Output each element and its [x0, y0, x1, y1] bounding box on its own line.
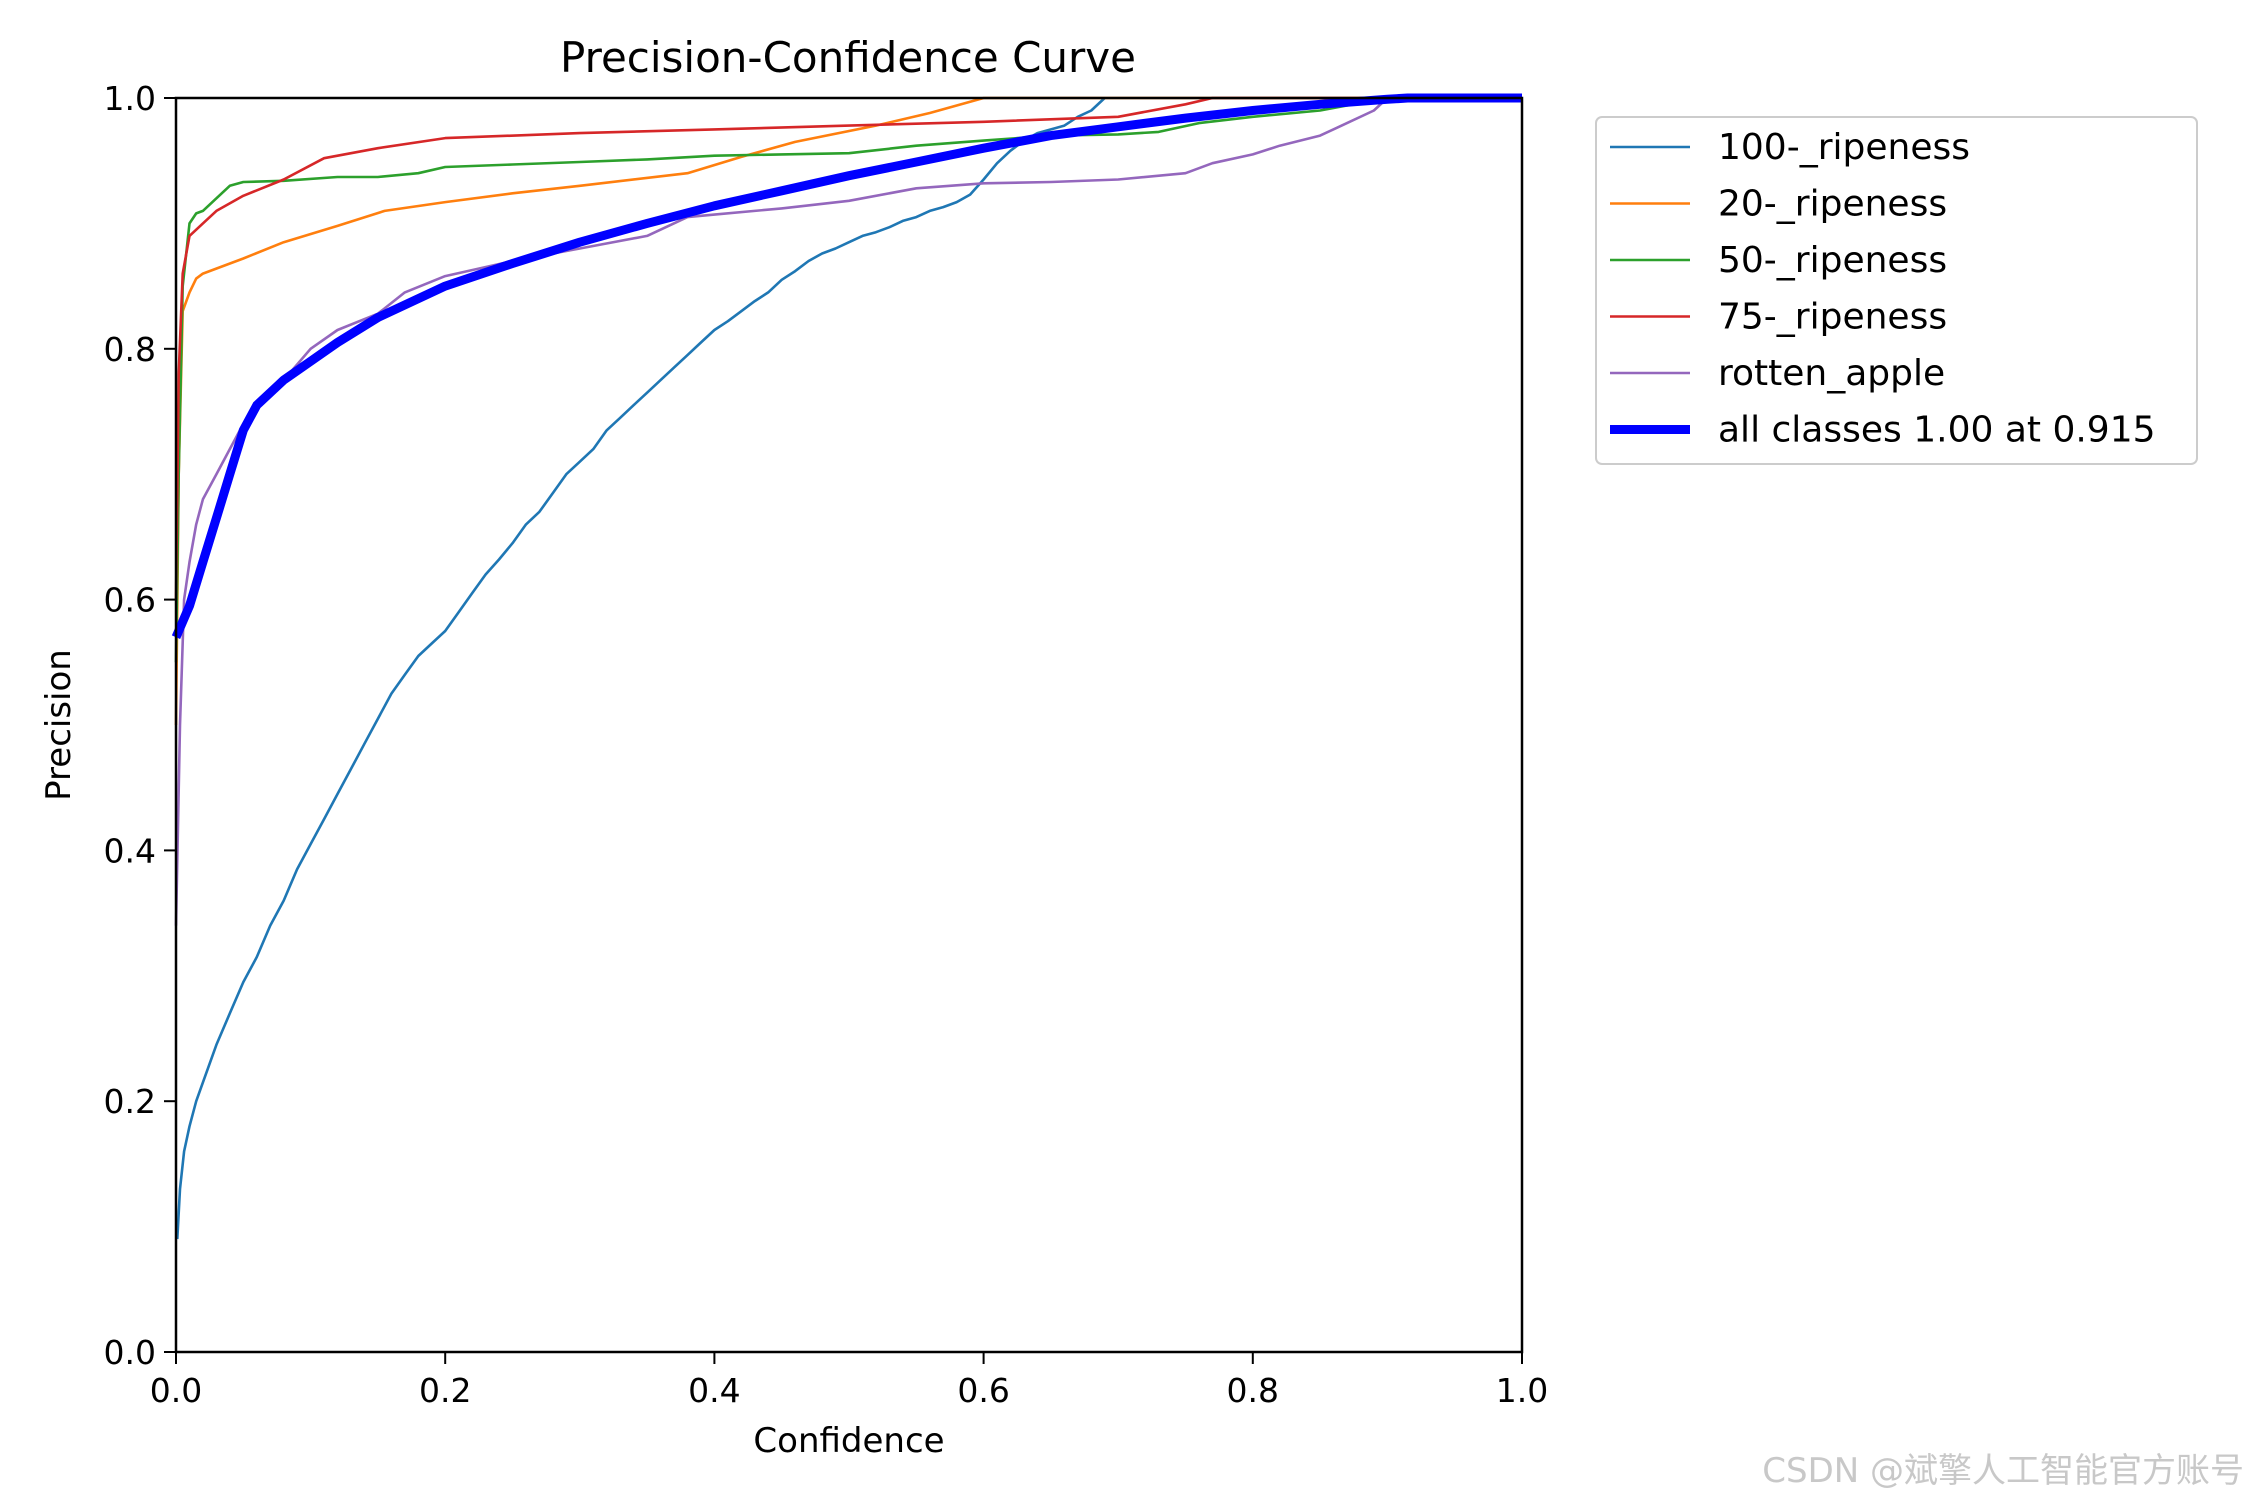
legend-box: [1595, 116, 2198, 465]
series-layer: [171, 93, 1522, 1240]
legend-label: rotten_apple: [1718, 353, 1945, 394]
legend-label: 50-_ripeness: [1718, 240, 1947, 281]
y-tick-label: 0.8: [104, 330, 156, 369]
chart-title: Precision-Confidence Curve: [560, 33, 1136, 82]
legend-label: 20-_ripeness: [1718, 184, 1947, 225]
series-line-4: [174, 96, 1522, 926]
legend-label: 75-_ripeness: [1718, 297, 1947, 338]
x-tick-label: 0.2: [419, 1371, 471, 1410]
x-axis-label: Confidence: [753, 1421, 944, 1461]
y-tick-label: 1.0: [104, 79, 156, 118]
y-tick-label: 0.6: [104, 581, 156, 620]
series-line-0: [176, 97, 1106, 1240]
plot-frame: [174, 96, 1524, 1354]
axis-ticks: 0.0 0.2 0.4 0.6 0.8 1.0 0.0 0.2 0.4 0.6 0.8 1.0: [104, 79, 1549, 1410]
legend-label: all classes 1.00 at 0.915: [1718, 410, 2156, 451]
x-tick-label: 0.4: [688, 1371, 740, 1410]
legend-label: 100-_ripeness: [1718, 127, 1970, 168]
x-tick-label: 0.6: [957, 1371, 1009, 1410]
x-tick-label: 0.8: [1227, 1371, 1279, 1410]
y-tick-label: 0.2: [104, 1082, 156, 1121]
series-line-1: [174, 96, 1522, 726]
series-line-2: [174, 96, 1522, 663]
y-tick-label: 0.0: [104, 1333, 156, 1372]
legend: 100-_ripeness 20-_ripeness 50-_ripeness 75-…: [1595, 116, 2198, 465]
x-tick-label: 0.0: [150, 1371, 202, 1410]
series-line-5: [171, 93, 1522, 639]
x-tick-label: 1.0: [1496, 1371, 1548, 1410]
series-line-3: [174, 96, 1522, 600]
y-tick-label: 0.4: [104, 831, 156, 870]
y-axis-label: Precision: [39, 649, 79, 801]
watermark: CSDN @斌擎人工智能官方账号: [1762, 1451, 2244, 1491]
